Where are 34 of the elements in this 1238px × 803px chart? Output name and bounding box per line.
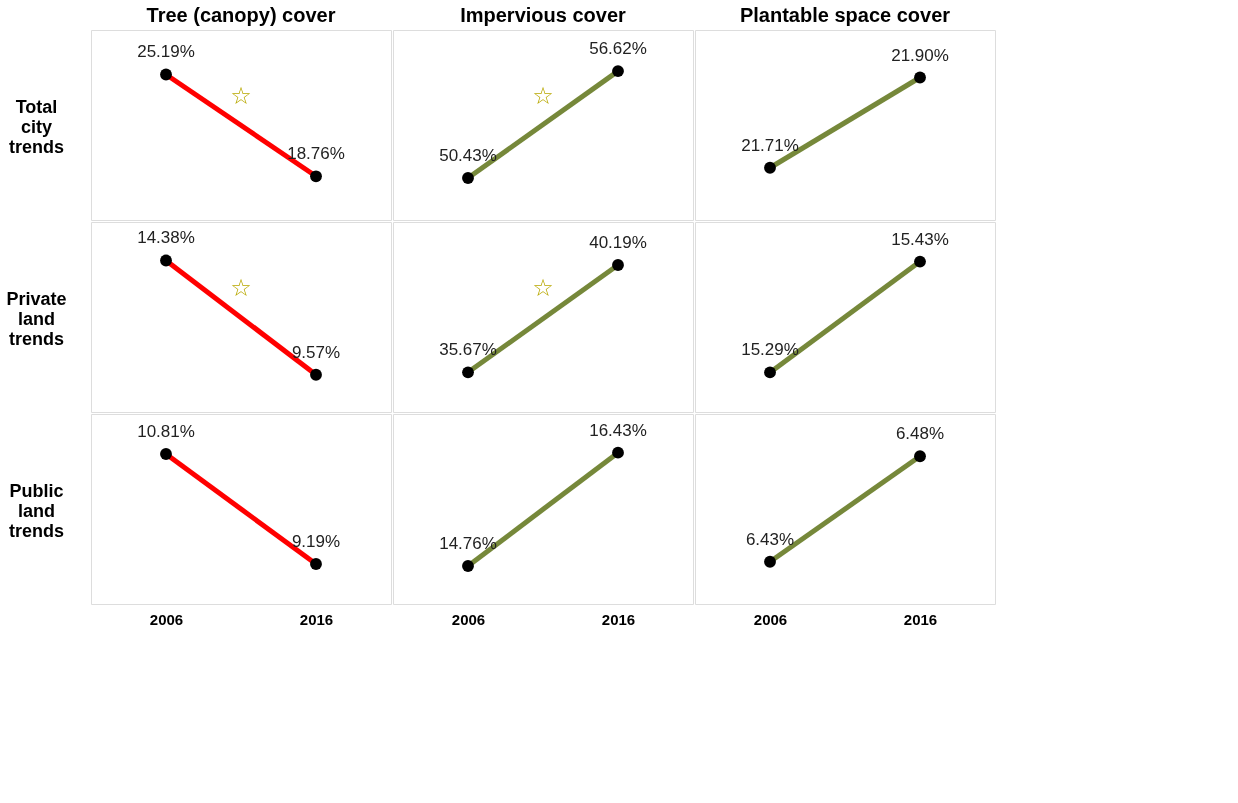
data-label: 10.81% [137,422,195,442]
chart-title: Plantable space cover [739,4,951,26]
data-label: 14.38% [137,228,195,248]
y-axis-title: Total city trends [8,96,65,157]
annotation: ☆ [230,81,252,110]
data-label: 15.29% [741,340,799,360]
data-label: 35.67% [439,340,497,360]
x-tick-label: 2016 [299,610,334,628]
chart-title: Tree (canopy) cover [146,4,336,26]
data-label: 21.90% [891,45,949,65]
data-label: 14.76% [439,534,497,553]
data-label: 50.43% [439,146,497,166]
data-label: 15.43% [891,229,949,249]
data-label: 6.43% [745,529,795,549]
x-tick-label: 2016 [903,610,938,628]
x-tick-label: 2006 [149,610,184,628]
data-label: 16.43% [589,420,647,440]
annotation: ☆ [532,273,554,302]
data-label: 25.19% [137,42,195,62]
data-label: 18.76% [287,144,345,164]
x-tick-label: 2006 [451,610,486,628]
data-label: 40.19% [589,232,647,252]
annotation: ☆ [230,273,252,302]
data-label: 9.19% [291,531,341,551]
data-label: 6.48% [895,424,945,444]
data-label: 56.62% [589,39,647,59]
data-label: 21.71% [741,135,799,155]
data-label: 9.57% [291,342,341,362]
x-tick-label: 2016 [601,610,636,628]
annotation: ☆ [532,81,554,110]
x-tick-label: 2006 [753,610,788,628]
y-axis-title: Public land trends [8,480,65,541]
chart-title: Impervious cover [460,4,627,26]
y-axis-title: Private land trends [6,288,67,349]
